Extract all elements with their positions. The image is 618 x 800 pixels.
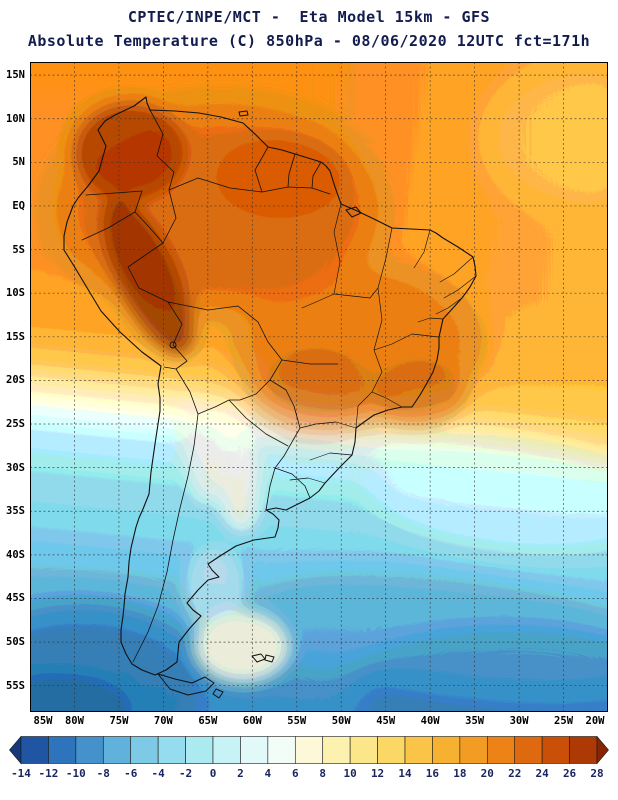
colorbar-tick-label: 0	[209, 767, 217, 780]
colorbar-tick-labels: -14 -12 -10 -8 -6 -4 -2 0 2 4 6 8 10 12 14 16 18 20 22 24 26…	[9, 767, 609, 783]
state-borders	[281, 203, 477, 484]
colorbar-tick-label: 12	[370, 767, 385, 780]
map-frame	[30, 62, 608, 712]
lat-tick-label: 30S	[6, 461, 25, 474]
lon-tick-label: 20W	[585, 715, 605, 727]
colorbar-segment	[185, 736, 214, 764]
lon-tick-label: 80W	[64, 715, 84, 727]
colorbar-segment	[20, 736, 49, 764]
colorbar-segment	[102, 736, 132, 764]
map-canvas	[30, 62, 608, 712]
colorbar-segment	[596, 736, 609, 765]
colorbar-tick-label: 18	[453, 767, 467, 780]
colorbar: -14 -12 -10 -8 -6 -4 -2 0 2 4 6 8 10 12 14 16 18 20 22 24 26…	[0, 736, 618, 788]
lon-tick-label: 85W	[33, 715, 53, 727]
colorbar-segment	[569, 736, 598, 764]
lat-tick-label: 10S	[6, 287, 25, 300]
map-border	[30, 62, 608, 712]
colorbar-segment	[322, 736, 351, 764]
lon-tick-label: 55W	[287, 715, 307, 727]
map-area: 15N 10N 5N EQ 5S 10S 15S 20S 25S 30S 35S 40S 45S 50S 5…	[0, 62, 618, 734]
colorbar-tick-label: 26	[562, 767, 577, 780]
colorbar-tick-label: 2	[237, 767, 244, 780]
colorbar-tick-label: 28	[590, 767, 604, 780]
colorbar-scale	[9, 736, 609, 765]
lat-tick-label: 50S	[6, 636, 25, 649]
colorbar-segment	[377, 736, 406, 764]
colorbar-tick-label: -12	[38, 767, 59, 780]
title-line-1: CPTEC/INPE/MCT - Eta Model 15km - GFS	[127, 8, 491, 26]
coastline	[63, 96, 477, 676]
colorbar-segment	[48, 736, 77, 764]
colorbar-segment	[432, 736, 461, 764]
colorbar-tick-label: 22	[508, 767, 522, 780]
lat-tick-label: 15N	[6, 69, 25, 82]
colorbar-tick-label: 20	[480, 767, 494, 780]
lon-tick-label: 50W	[331, 715, 351, 727]
lon-tick-label: 25W	[554, 715, 574, 727]
colorbar-tick-label: -6	[124, 767, 138, 780]
grid-lines	[30, 62, 608, 712]
colorbar-tick-label: -14	[11, 767, 31, 780]
lat-tick-label: EQ	[12, 199, 25, 212]
colorbar-segment	[349, 736, 378, 764]
lat-tick-label: 45S	[6, 592, 25, 605]
colorbar-segment	[157, 736, 186, 764]
colorbar-segment	[130, 736, 159, 764]
colorbar-segment	[9, 736, 22, 765]
lon-tick-label: 75W	[109, 715, 129, 727]
colorbar-tick-label: -8	[96, 767, 110, 780]
colorbar-tick-label: -4	[151, 767, 165, 780]
islands	[157, 110, 362, 699]
country-borders	[81, 109, 331, 663]
longitude-axis: 85W 80W 75W 70W 65W 60W 55W 50W 45W 40W 35W 30W 25W 2…	[30, 715, 608, 731]
colorbar-tick-label: 14	[398, 767, 412, 780]
colorbar-segment	[267, 736, 296, 764]
colorbar-tick-label: 6	[291, 767, 299, 780]
lon-tick-label: 70W	[153, 715, 173, 727]
lat-tick-label: 10N	[6, 112, 25, 125]
lat-tick-label: 15S	[6, 330, 25, 343]
lon-tick-label: 60W	[242, 715, 262, 727]
lat-tick-label: 40S	[6, 548, 25, 561]
temperature-field	[30, 62, 608, 712]
lat-tick-label: 25S	[6, 418, 25, 431]
colorbar-segment	[514, 736, 543, 764]
colorbar-segment	[294, 736, 324, 764]
colorbar-segment	[486, 736, 516, 764]
lat-tick-label: 5N	[12, 156, 25, 169]
colorbar-segment	[75, 736, 104, 764]
lon-tick-label: 35W	[465, 715, 485, 727]
latitude-axis: 15N 10N 5N EQ 5S 10S 15S 20S 25S 30S 35S 40S 45S 50S 5…	[0, 62, 27, 712]
colorbar-tick-label: 24	[535, 767, 549, 780]
lat-tick-label: 55S	[6, 679, 25, 692]
lon-tick-label: 40W	[420, 715, 440, 727]
colorbar-segment	[541, 736, 570, 764]
coastline-and-borders	[63, 96, 477, 699]
colorbar-tick-label: 10	[343, 767, 357, 780]
lat-tick-label: 20S	[6, 374, 25, 387]
colorbar-tick-label: 8	[319, 767, 327, 780]
lat-tick-label: 5S	[12, 243, 25, 256]
colorbar-tick-label: 16	[425, 767, 440, 780]
lon-tick-label: 45W	[376, 715, 396, 727]
colorbar-segment	[212, 736, 241, 764]
colorbar-tick-label: -2	[178, 767, 193, 780]
lat-tick-label: 35S	[6, 505, 25, 518]
colorbar-segment	[459, 736, 488, 764]
lon-tick-label: 30W	[509, 715, 529, 727]
colorbar-segment	[404, 736, 433, 764]
colorbar-tick-label: 4	[264, 767, 272, 780]
colorbar-tick-label: -10	[65, 767, 86, 780]
title-line-2: Absolute Temperature (C) 850hPa - 08/06/…	[27, 32, 591, 50]
lon-tick-label: 65W	[198, 715, 218, 727]
colorbar-segment	[240, 736, 269, 764]
